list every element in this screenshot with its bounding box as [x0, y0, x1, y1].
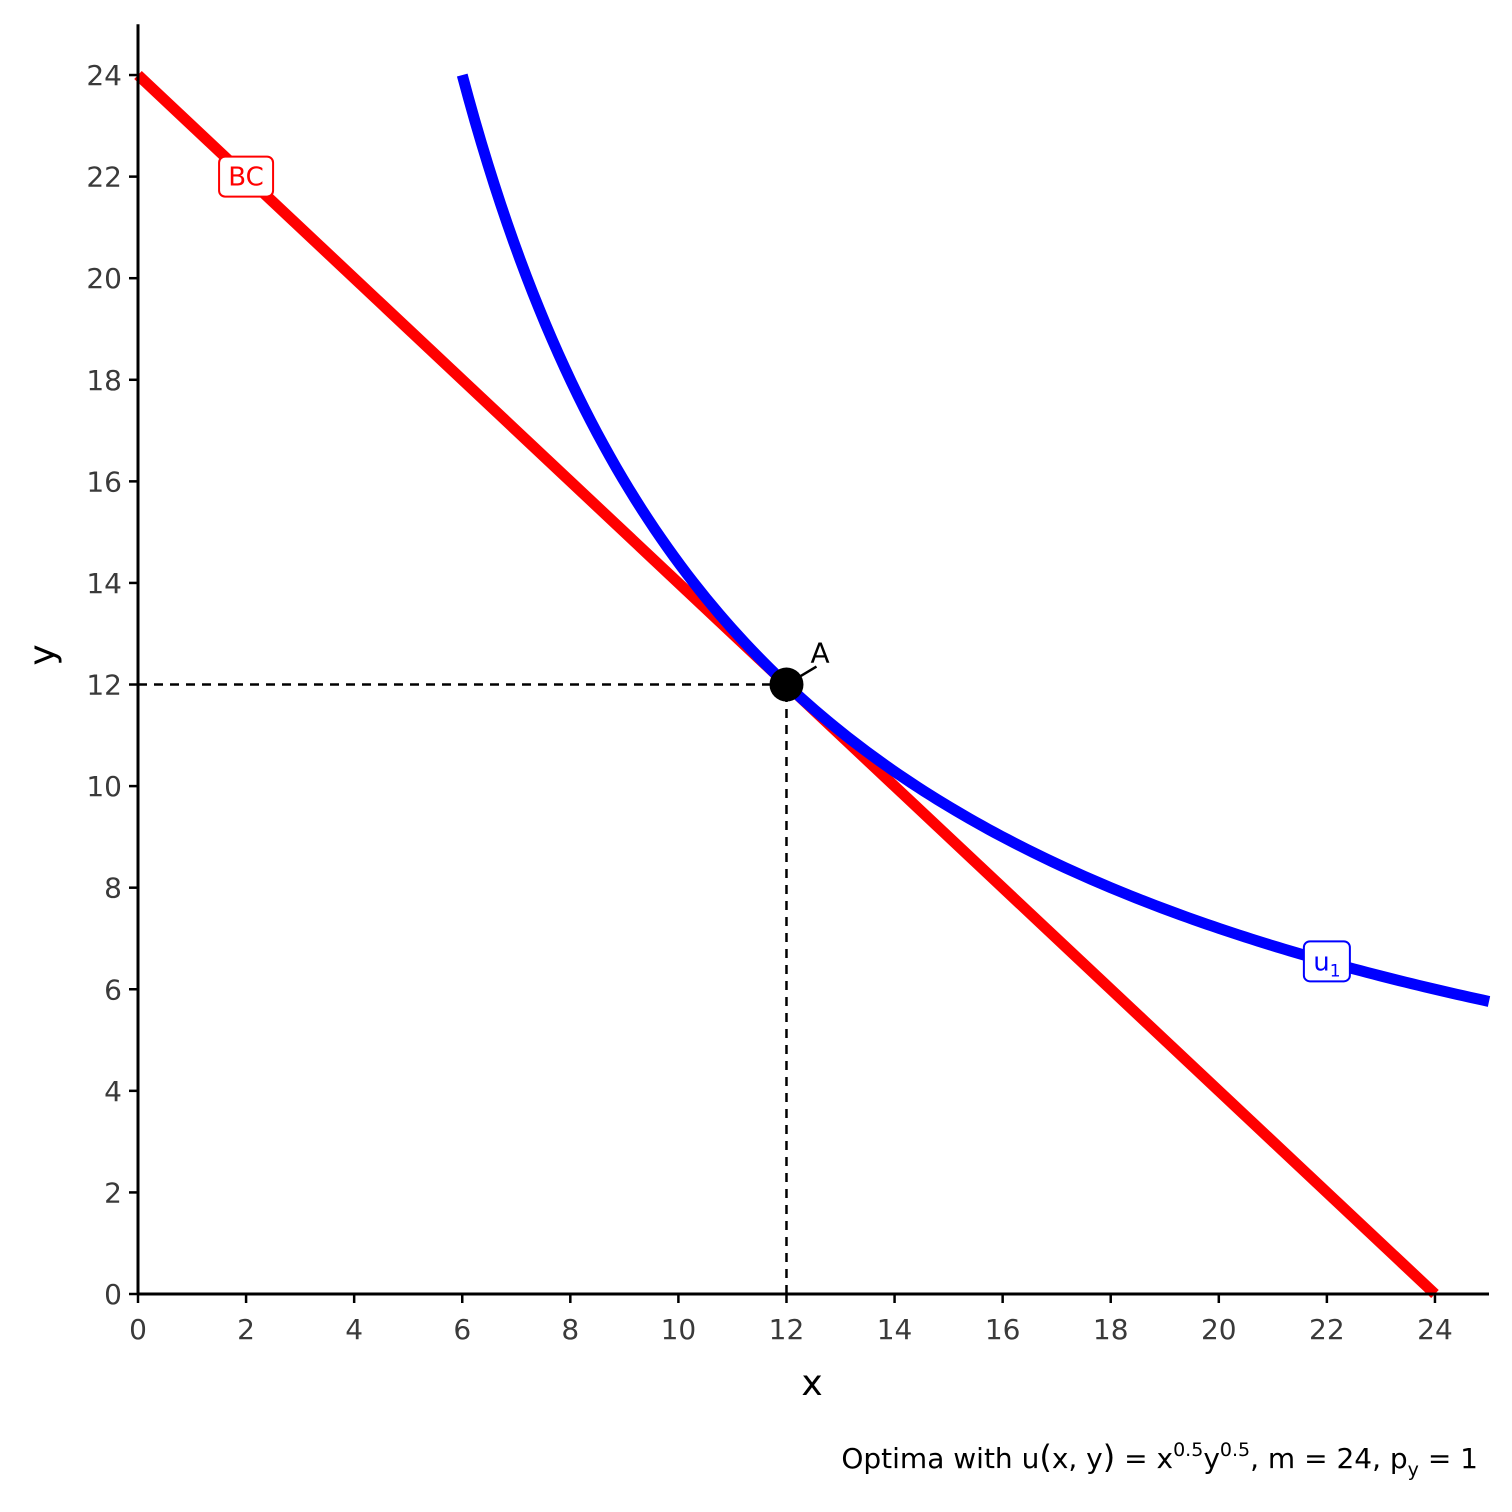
- y-tick-label-24: 24: [86, 59, 122, 92]
- x-tick-label-20: 20: [1201, 1313, 1237, 1346]
- y-tick-label-22: 22: [86, 161, 122, 194]
- caption-p-rest: = 1: [1419, 1442, 1478, 1475]
- caption-args: x, y: [1052, 1442, 1103, 1475]
- caption-p-base: p: [1390, 1442, 1408, 1475]
- x-tick-label-10: 10: [661, 1313, 697, 1346]
- caption-paren-open: (: [1039, 1438, 1051, 1476]
- y-tick-label-10: 10: [86, 770, 122, 803]
- caption-eq: =: [1115, 1442, 1156, 1475]
- x-axis-title: x: [801, 1363, 822, 1404]
- caption-func: u: [1022, 1442, 1040, 1475]
- y-tick-label-2: 2: [104, 1176, 122, 1209]
- x-tick-label-0: 0: [129, 1313, 147, 1346]
- y-tick-label-20: 20: [86, 262, 122, 295]
- y-tick-label-16: 16: [86, 465, 122, 498]
- caption-p-sub: y: [1408, 1459, 1419, 1481]
- curve-labels: BC u1: [218, 155, 1351, 983]
- caption-rest: , m = 24,: [1250, 1442, 1390, 1475]
- x-tick-label-6: 6: [453, 1313, 471, 1346]
- x-tick-label-4: 4: [345, 1313, 363, 1346]
- x-tick-label-8: 8: [561, 1313, 579, 1346]
- caption-exp1: 0.5: [1173, 1439, 1203, 1461]
- ticks: 0 2 4 6 8 10 12 14 16 18 20 22 240246810121416182022…: [86, 59, 1452, 1346]
- point-A: [769, 667, 804, 702]
- points-layer: A: [769, 637, 830, 702]
- y-tick-label-4: 4: [104, 1075, 122, 1108]
- axes: [136, 24, 1489, 1296]
- y-tick-label-14: 14: [86, 567, 122, 600]
- x-tick-label-2: 2: [237, 1313, 255, 1346]
- x-tick-label-22: 22: [1309, 1313, 1345, 1346]
- curve-label-box-u1: [1302, 940, 1351, 983]
- x-tick-label-18: 18: [1093, 1313, 1129, 1346]
- y-tick-label-0: 0: [104, 1278, 122, 1311]
- series-layer: [134, 71, 1491, 1299]
- caption-base2: y: [1203, 1442, 1220, 1475]
- y-tick-label-18: 18: [86, 364, 122, 397]
- y-axis-title: y: [22, 644, 63, 665]
- x-tick-label-16: 16: [985, 1313, 1021, 1346]
- y-tick-label-6: 6: [104, 973, 122, 1006]
- curve-label-box-bc: [218, 155, 275, 198]
- x-tick-label-24: 24: [1417, 1313, 1453, 1346]
- point-A-label: A: [810, 637, 829, 670]
- curve-label-u1: u1: [1313, 947, 1340, 981]
- caption-base1: x: [1157, 1442, 1174, 1475]
- x-tick-label-14: 14: [877, 1313, 913, 1346]
- y-tick-label-8: 8: [104, 872, 122, 905]
- caption-exp2: 0.5: [1220, 1439, 1250, 1461]
- y-tick-label-12: 12: [86, 669, 122, 702]
- caption-prefix: Optima with: [841, 1442, 1021, 1475]
- caption: Optima with u(x, y) = x0.5y0.5, m = 24, …: [841, 1438, 1478, 1481]
- curve-label-bc: BC: [228, 163, 264, 193]
- caption-paren-close: ): [1103, 1438, 1115, 1476]
- x-tick-label-12: 12: [769, 1313, 805, 1346]
- reference-lines: [138, 683, 788, 1294]
